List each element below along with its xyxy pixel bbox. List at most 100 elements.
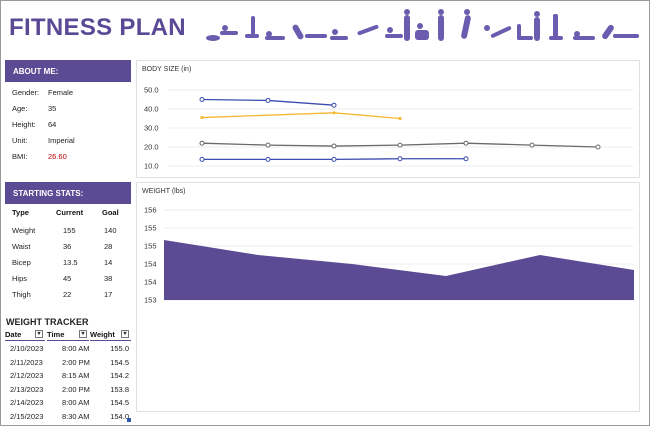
figure-icon — [549, 36, 563, 40]
tracker-title: WEIGHT TRACKER — [6, 317, 89, 327]
table-row[interactable]: 2/15/2023 8:30 AM 154.0 — [5, 412, 131, 424]
stats-cell[interactable]: Bicep — [12, 258, 31, 267]
stats-cell[interactable]: 45 — [63, 274, 72, 283]
about-heading: ABOUT ME: — [5, 60, 131, 82]
stats-cell[interactable]: 14 — [104, 258, 113, 267]
table-row[interactable]: 2/13/2023 2:00 PM 153.8 — [5, 385, 131, 397]
stats-cell[interactable]: Weight — [12, 226, 36, 235]
about-row: Unit: Imperial — [12, 136, 132, 148]
data-point — [397, 156, 403, 162]
y-tick-label: 155 — [144, 242, 157, 251]
figure-icon — [385, 34, 403, 38]
tracker-header-label: Weight — [90, 330, 115, 339]
figure-icon — [438, 15, 444, 41]
tracker-cell[interactable]: 2/12/2023 — [10, 371, 44, 380]
filter-dropdown-icon[interactable]: ▾ — [79, 330, 87, 338]
about-row: Age: 35 — [12, 104, 132, 116]
table-row[interactable]: 2/11/2023 2:00 PM 154.5 — [5, 358, 131, 370]
stats-column-header: Goal — [102, 208, 119, 217]
tracker-cell[interactable]: 154.5 — [110, 398, 129, 407]
figure-icon — [357, 24, 379, 36]
tracker-cell[interactable]: 2:00 PM — [62, 357, 90, 367]
figure-icon — [484, 25, 490, 31]
table-row[interactable]: 2/10/2023 8:00 AM 155.0 — [5, 344, 131, 356]
figure-icon — [415, 30, 429, 40]
figure-icon — [464, 9, 470, 15]
table-row[interactable]: 2/14/2023 8:00 AM 154.5 — [5, 398, 131, 410]
y-tick-label: 154 — [144, 260, 157, 269]
stats-cell[interactable]: 155 — [63, 226, 76, 235]
tracker-cell[interactable]: 8:30 AM — [62, 411, 90, 421]
figure-icon — [387, 27, 393, 33]
about-value[interactable]: Imperial — [48, 136, 75, 145]
data-point — [331, 102, 337, 108]
y-tick-label: 50.0 — [144, 86, 159, 95]
filter-dropdown-icon[interactable]: ▾ — [35, 330, 43, 338]
tracker-cell[interactable]: 154.5 — [110, 357, 129, 367]
body-size-chart-area[interactable] — [136, 60, 640, 178]
stats-cell[interactable]: 13.5 — [63, 258, 78, 267]
tracker-cell[interactable]: 154.0 — [110, 411, 129, 421]
exercise-figures-banner — [206, 9, 639, 41]
data-point — [199, 140, 205, 146]
stats-column-header: Type — [12, 208, 29, 217]
tracker-cell[interactable]: 8:15 AM — [62, 371, 90, 380]
table-resize-handle[interactable] — [127, 418, 131, 422]
about-value[interactable]: 35 — [48, 104, 57, 113]
figure-icon — [222, 25, 228, 31]
tracker-cell[interactable]: 2/11/2023 — [10, 357, 43, 367]
about-value[interactable]: 26.60 — [48, 152, 67, 161]
figure-icon — [573, 36, 595, 40]
weight-chart-area[interactable] — [136, 182, 640, 412]
weight-chart: 156 155 155 154 154 153 — [144, 206, 635, 305]
figure-icon — [305, 34, 327, 38]
data-point — [398, 116, 402, 121]
tracker-cell[interactable]: 2/15/2023 — [10, 411, 44, 421]
tracker-cell[interactable]: 2:00 PM — [62, 384, 90, 394]
y-tick-label: 10.0 — [144, 162, 159, 171]
data-point — [529, 142, 535, 148]
filter-dropdown-icon[interactable]: ▾ — [121, 330, 129, 338]
y-tick-label: 153 — [144, 296, 157, 305]
about-row: Gender: Female — [12, 88, 132, 100]
data-point — [199, 97, 205, 102]
tracker-cell[interactable]: 153.8 — [110, 384, 129, 394]
data-point — [331, 143, 337, 149]
data-point — [397, 142, 403, 148]
about-label: Age: — [12, 104, 28, 113]
tracker-cell[interactable]: 2/13/2023 — [10, 384, 44, 394]
table-row[interactable]: 2/12/2023 8:15 AM 154.2 — [5, 371, 131, 383]
tracker-cell[interactable]: 2/10/2023 — [10, 344, 44, 353]
tracker-column-header: Date ▾ — [5, 328, 45, 341]
tracker-cell[interactable]: 155.0 — [110, 344, 129, 353]
stats-heading: STARTING STATS: — [5, 182, 131, 204]
about-label: BMI: — [12, 152, 28, 161]
y-tick-label: 156 — [144, 206, 157, 215]
data-point — [463, 156, 469, 162]
y-tick-label: 154 — [144, 278, 157, 287]
stats-cell[interactable]: Thigh — [12, 290, 31, 299]
stats-cell[interactable]: 36 — [63, 242, 72, 251]
y-tick-label: 155 — [144, 224, 157, 233]
stats-cell[interactable]: 140 — [104, 226, 117, 235]
tracker-cell[interactable]: 154.2 — [110, 371, 129, 380]
figure-icon — [417, 23, 423, 29]
data-point — [595, 144, 601, 150]
about-value[interactable]: Female — [48, 88, 74, 97]
about-value[interactable]: 64 — [48, 120, 57, 129]
page-title: FITNESS PLAN — [9, 14, 186, 41]
figure-icon — [534, 17, 540, 41]
stats-cell[interactable]: 28 — [104, 242, 113, 251]
figure-icon — [266, 31, 272, 37]
stats-cell[interactable]: 17 — [104, 290, 113, 299]
about-row: BMI: 26.60 — [12, 152, 132, 164]
tracker-cell[interactable]: 8:00 AM — [62, 344, 90, 353]
stats-cell[interactable]: Hips — [12, 274, 28, 283]
tracker-cell[interactable]: 8:00 AM — [62, 398, 90, 407]
figure-icon — [332, 29, 338, 35]
tracker-cell[interactable]: 2/14/2023 — [10, 398, 44, 407]
stats-cell[interactable]: 38 — [104, 274, 113, 283]
stats-cell[interactable]: Waist — [12, 242, 31, 251]
stats-cell[interactable]: 22 — [63, 290, 72, 299]
data-point — [463, 140, 469, 146]
